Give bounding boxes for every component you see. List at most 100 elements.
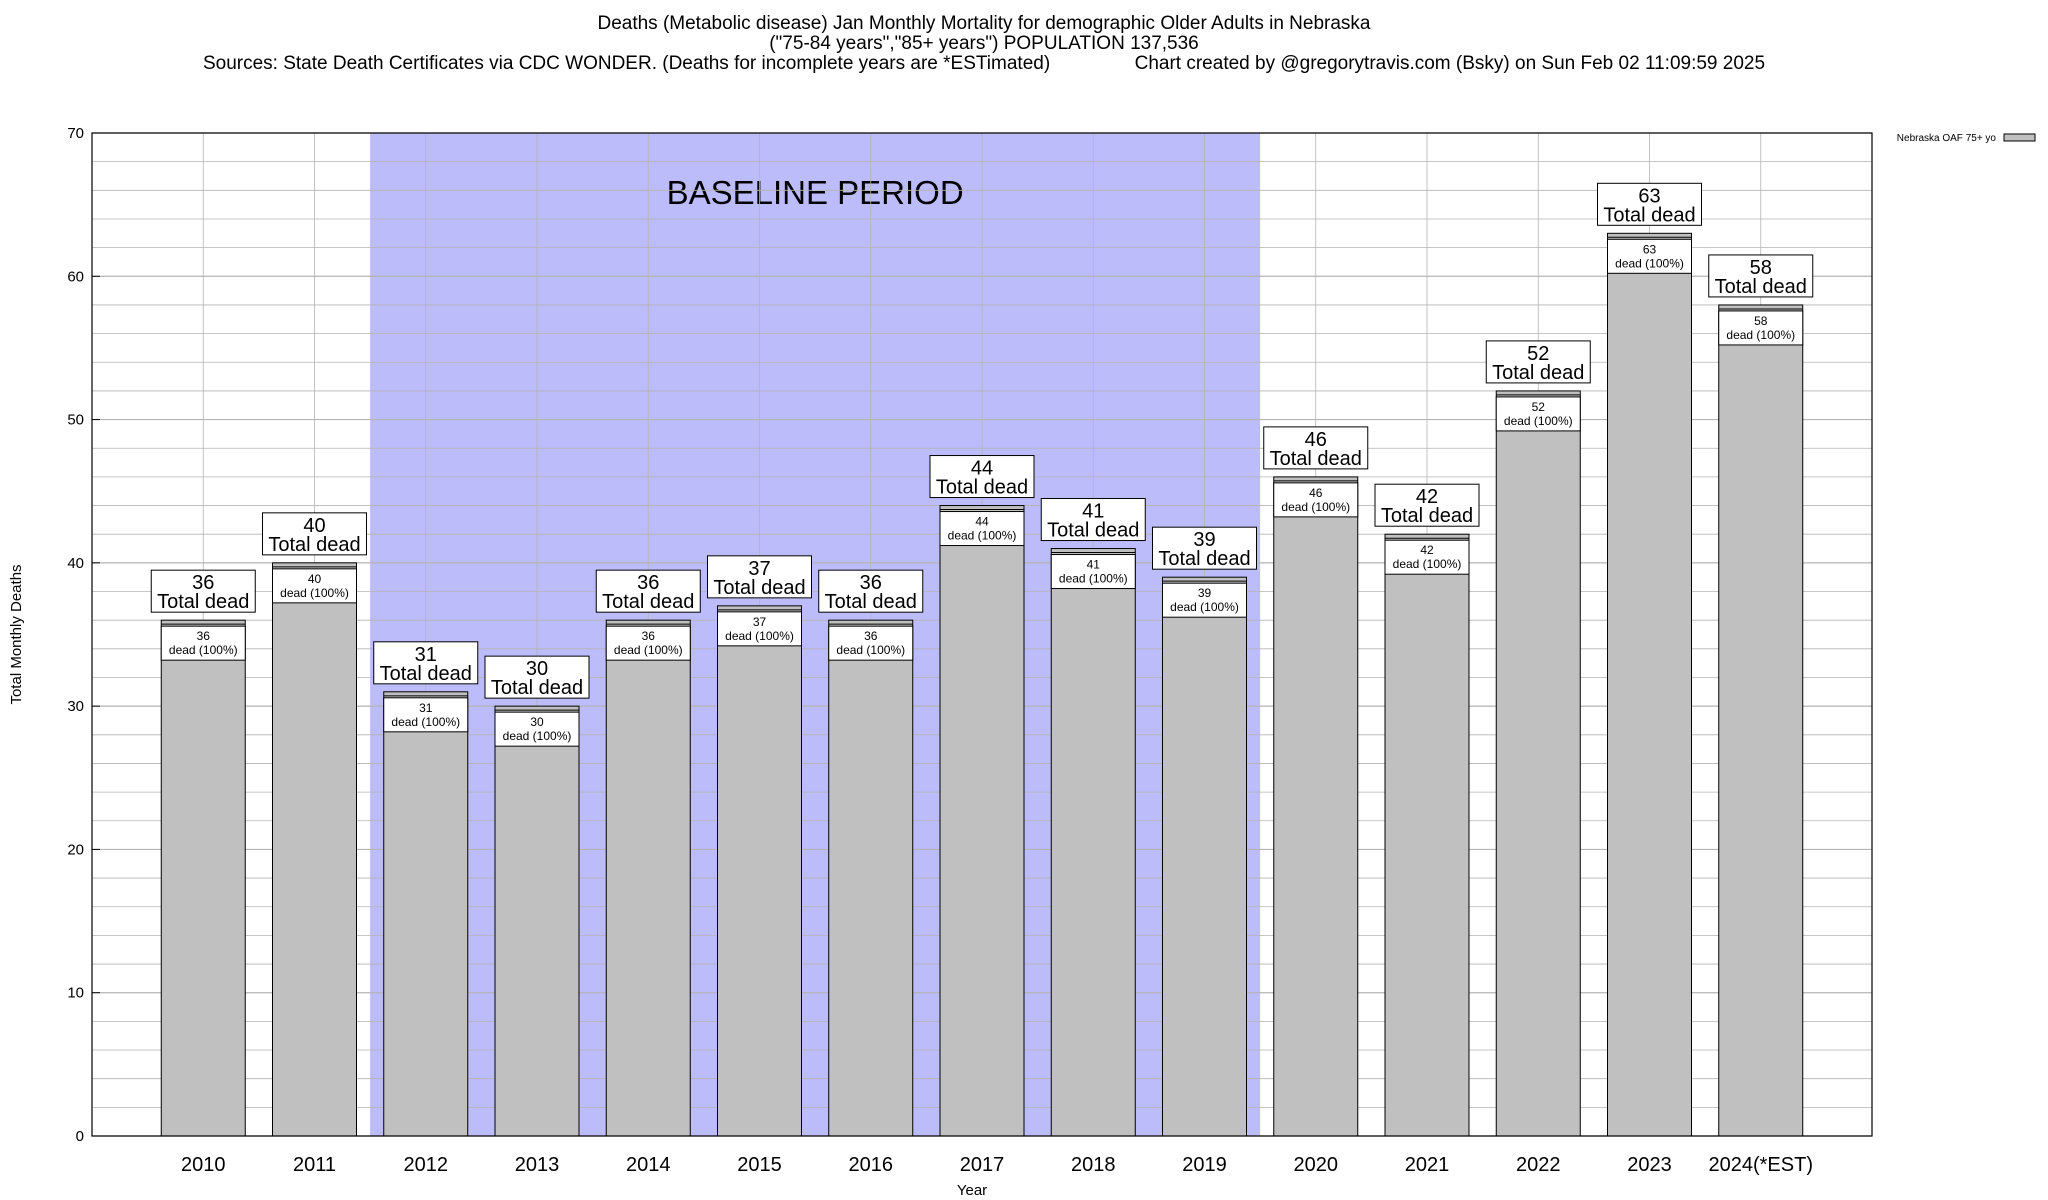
bar-inner-label: dead (100%) [836, 643, 905, 657]
bar-inner-label-box [1607, 238, 1692, 274]
bar-value-label: 36 [192, 572, 214, 594]
bar [272, 562, 357, 1137]
bar-top-label-box [150, 569, 256, 613]
y-tick-label: 10 [67, 985, 84, 1002]
y-tick-label: 40 [67, 555, 84, 572]
bar-inner-label-box [1162, 582, 1247, 618]
bar-value-label: 40 [303, 515, 325, 537]
bar-inner-label: dead (100%) [1281, 500, 1350, 514]
bar-top-label-box [484, 655, 590, 699]
bar-inner-label-box [939, 511, 1025, 547]
bar-total-label: Total dead [157, 591, 249, 613]
bar [939, 505, 1025, 1137]
bar [605, 619, 691, 1137]
bar-inner-value: 36 [864, 629, 878, 643]
bar-total-label: Total dead [1381, 505, 1473, 527]
bar-inner-label-box [1718, 310, 1804, 346]
x-tick-label: 2020 [1294, 1154, 1339, 1176]
legend-label: Nebraska OAF 75+ yo [1897, 133, 1997, 144]
x-tick-label: 2010 [181, 1154, 226, 1176]
bar [717, 605, 802, 1137]
bar-inner-value: 30 [530, 715, 544, 729]
baseline-label: BASELINE PERIOD [667, 174, 964, 211]
plot-frame [91, 132, 1873, 1137]
bar-total-label: Total dead [1158, 548, 1250, 570]
x-tick-label: 2016 [849, 1154, 894, 1176]
bar [1384, 533, 1470, 1137]
plot-border [91, 132, 1873, 1137]
bar-top-label-box [818, 569, 924, 613]
bar-inner-label: dead (100%) [1615, 256, 1684, 270]
bar-inner-label: dead (100%) [1504, 414, 1573, 428]
x-tick-label: 2021 [1405, 1154, 1450, 1176]
bar [1050, 548, 1136, 1137]
bar-total-label: Total dead [1047, 520, 1139, 542]
bar-value-label: 36 [860, 572, 882, 594]
legend: Nebraska OAF 75+ yo [1897, 133, 2036, 144]
bar-top-label-box [1152, 526, 1257, 570]
bar-value-label: 41 [1082, 501, 1104, 523]
axes: 0 10 20 30 40 50 60 70 2010 2011 2012 2013 2014 2015 2… [8, 125, 1813, 1199]
bar-total-label: Total dead [602, 591, 694, 613]
bar-top-label-box [1040, 498, 1146, 542]
chart-title-line3: Sources: State Death Certificates via CD… [202, 53, 1766, 74]
y-tick-label: 0 [76, 1128, 84, 1145]
bar-inner-label-box [605, 625, 691, 661]
bar-inner-value: 39 [1198, 586, 1212, 600]
bar-top-label-box [373, 641, 479, 685]
bar-value-label: 63 [1638, 185, 1660, 207]
bar-top-label-box [1597, 182, 1702, 226]
x-tick-label: 2011 [293, 1154, 336, 1176]
bar-value-label: 36 [637, 572, 659, 594]
bar-inner-label-box [494, 711, 580, 747]
x-tick-label: 2018 [1071, 1154, 1116, 1176]
bar-inner-label-box [272, 568, 357, 604]
bar-inner-label: dead (100%) [391, 715, 460, 729]
bar-value-label: 37 [748, 558, 770, 580]
x-tick-label: 2017 [960, 1154, 1005, 1176]
bar [1162, 576, 1247, 1137]
bar-inner-value: 41 [1087, 558, 1101, 572]
bar-inner-label: dead (100%) [169, 643, 238, 657]
y-tick-label: 20 [67, 841, 84, 858]
bar-inner-value: 52 [1532, 400, 1546, 414]
bar-inner-value: 31 [419, 701, 433, 715]
bar-inner-label: dead (100%) [1170, 600, 1239, 614]
bar-value-label: 46 [1305, 429, 1327, 451]
bar-inner-value: 37 [753, 615, 767, 629]
bar-inner-label: dead (100%) [614, 643, 683, 657]
bar [1273, 476, 1359, 1137]
bar-total-label: Total dead [491, 677, 583, 699]
bar-inner-label-box [1050, 554, 1136, 590]
y-tick-label: 60 [67, 268, 84, 285]
bar-top-label-box [707, 555, 812, 599]
bar-inner-value: 44 [975, 515, 989, 529]
bar-inner-label-box [383, 697, 469, 733]
bar-top-label-box [1374, 483, 1480, 527]
bar-value-label: 30 [526, 658, 548, 680]
bar-inner-value: 58 [1754, 314, 1768, 328]
y-tick-label: 50 [67, 412, 84, 429]
x-tick-label: 2019 [1182, 1154, 1227, 1176]
bar-total-label: Total dead [713, 577, 805, 599]
bar-total-label: Total dead [1603, 204, 1695, 226]
bar-inner-label-box [1384, 539, 1470, 575]
x-tick-label: 2015 [737, 1154, 782, 1176]
bar-top-label-box [595, 569, 701, 613]
bar-inner-value: 42 [1420, 543, 1434, 557]
chart-title-line1: Deaths (Metabolic disease) Jan Monthly M… [597, 13, 1371, 34]
x-tick-label: 2024(*EST) [1709, 1154, 1814, 1176]
bar-total-label: Total dead [1270, 448, 1362, 470]
bar-inner-value: 40 [308, 572, 322, 586]
bar-top-label-box [262, 512, 367, 556]
bar-inner-label-box [1273, 482, 1359, 518]
x-tick-label: 2013 [515, 1154, 560, 1176]
bar-value-label: 39 [1193, 529, 1215, 551]
bar-inner-label: dead (100%) [1726, 328, 1795, 342]
bar-total-label: Total dead [825, 591, 917, 613]
bar-inner-label-box [160, 625, 246, 661]
bar [1607, 232, 1692, 1137]
chart-title-line2: ("75-84 years","85+ years") POPULATION 1… [769, 33, 1199, 54]
bar-total-label: Total dead [1492, 362, 1584, 384]
